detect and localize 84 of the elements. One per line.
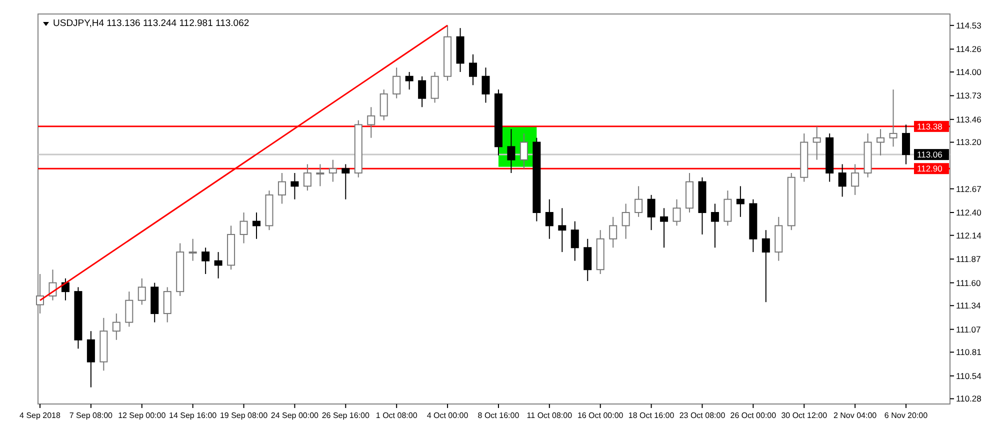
x-tick-label: 2 Nov 04:00 [833,411,878,420]
candlestick [558,208,566,253]
candlestick [545,198,554,240]
candlestick [202,247,210,274]
candlestick [724,190,732,226]
x-tick-label: 4 Sep 2018 [20,411,62,420]
candlestick [647,194,656,231]
candlestick [328,159,337,182]
y-tick-label: 113.46 [956,114,982,124]
candlestick [125,291,134,328]
candlestick [622,203,630,240]
y-tick-label: 111.87 [956,254,982,264]
x-tick-label: 23 Oct 08:00 [679,411,726,420]
x-tick-label: 26 Oct 00:00 [730,411,777,420]
candlestick [902,124,910,165]
y-tick-label: 110.54 [956,370,982,381]
candlestick [342,164,350,200]
candlestick [482,67,490,104]
candlestick [214,252,222,279]
chart-title: USDJPY,H4 113.136 113.244 112.981 113.062 [53,18,250,29]
x-tick-label: 26 Sep 16:00 [322,411,370,420]
candlestick [278,172,286,204]
candlestick [736,186,744,218]
ref-line-label: 112.90 [917,164,943,174]
candlestick [672,198,681,226]
ref-line-label: 113.06 [917,150,943,160]
y-tick-label: 113.20 [956,137,982,148]
candlestick [851,164,860,196]
ref-line-label: 113.38 [917,121,943,132]
candlestick [252,212,260,240]
y-tick-label: 112.40 [956,207,982,218]
candlestick [520,132,528,170]
candlestick [876,128,885,156]
x-tick-label: 12 Sep 00:00 [118,411,166,420]
candlestick [812,126,821,160]
candlestick [889,89,898,148]
candlestick [469,54,477,86]
candlestick [507,128,516,174]
candlestick [418,76,426,108]
x-tick-label: 4 Oct 00:00 [426,411,469,420]
candlestick [762,230,770,303]
y-tick-label: 110.28 [956,394,982,404]
x-tick-label: 14 Sep 16:00 [169,411,218,420]
candlestick [290,172,299,200]
candlestick [609,216,618,248]
y-tick-label: 114.00 [956,66,982,77]
x-tick-label: 6 Nov 20:00 [884,411,928,420]
candlestick [430,71,439,104]
x-tick-label: 7 Sep 08:00 [69,411,114,420]
candlestick [660,208,668,248]
candlestick [710,203,719,248]
candlestick [392,67,401,99]
x-tick-label: 19 Sep 08:00 [220,411,268,420]
candlestick [634,186,643,218]
candlestick [838,164,846,198]
y-tick-label: 111.60 [956,278,982,288]
candlestick [380,89,388,121]
candlestick [303,164,312,192]
x-tick-label: 11 Oct 08:00 [526,411,573,420]
candlestick [570,220,579,262]
y-tick-label: 111.07 [956,324,982,334]
candlestick [112,313,120,340]
x-tick-label: 30 Oct 12:00 [781,411,828,420]
candlestick [405,71,414,90]
x-tick-label: 8 Oct 16:00 [478,411,520,420]
candlestick [163,286,172,323]
candlestick [367,106,376,138]
candlestick [584,238,592,282]
y-tick-label: 110.81 [956,347,982,358]
x-tick-label: 16 Oct 00:00 [577,411,624,420]
x-tick-label: 1 Oct 08:00 [376,411,418,420]
y-tick-label: 112.14 [956,230,982,240]
candlestick [188,238,197,262]
y-tick-label: 114.26 [956,44,982,54]
candlestick [86,330,95,388]
y-tick-label: 111.34 [956,300,982,311]
y-tick-label: 114.53 [956,20,982,30]
y-tick-label: 112.67 [956,184,982,194]
candlestick [316,164,324,187]
candlestick [138,278,146,306]
x-tick-label: 24 Sep 00:00 [270,411,320,420]
x-tick-label: 18 Oct 16:00 [628,411,675,420]
y-tick-label: 113.73 [956,90,982,101]
candlestick [240,212,248,244]
